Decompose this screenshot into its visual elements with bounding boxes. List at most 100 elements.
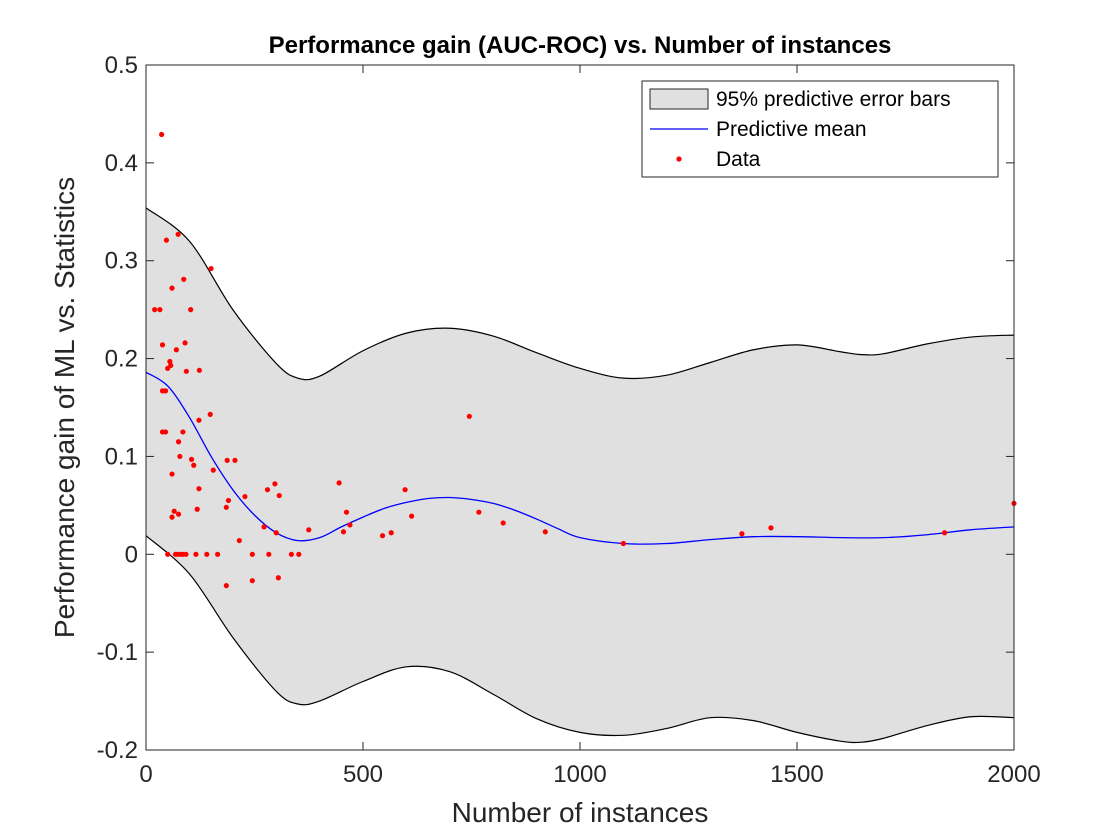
data-point [264, 487, 271, 493]
data-point [183, 368, 189, 374]
data-point [409, 513, 415, 519]
data-point [169, 471, 175, 477]
data-point [162, 388, 169, 394]
data-point [343, 509, 350, 515]
data-point [163, 237, 169, 243]
data-point [296, 551, 302, 557]
legend-label: Data [716, 148, 761, 171]
data-point [941, 530, 948, 536]
error-band-upper-edge [145, 207, 1015, 381]
x-tick-label: 1500 [770, 761, 823, 788]
data-point [159, 131, 165, 138]
legend-item: Data [676, 148, 761, 171]
legend-swatch-band [649, 88, 709, 110]
data-point [739, 531, 745, 537]
data-point [169, 285, 175, 291]
data-point [249, 578, 255, 584]
data-point [181, 276, 187, 282]
data-point [340, 529, 347, 535]
data-point [196, 367, 202, 373]
data-point [162, 429, 169, 435]
data-point [215, 551, 221, 557]
y-axis-label: Performance gain of ML vs. Statistics [49, 177, 80, 638]
data-point [194, 506, 200, 512]
y-tick-label: 0 [125, 541, 138, 568]
data-point [242, 493, 248, 500]
data-point [275, 575, 281, 581]
data-point [261, 524, 267, 530]
legend-label: 95% predictive error bars [716, 88, 951, 111]
data-point [208, 265, 214, 272]
data-point [272, 481, 278, 487]
data-point [542, 529, 548, 535]
legend-label: Predictive mean [716, 118, 867, 141]
data-point [175, 511, 182, 517]
y-tick-label: -0.2 [97, 737, 138, 764]
data-point [175, 231, 181, 237]
data-point [347, 522, 353, 528]
data-point [402, 487, 408, 493]
error-band-lower-edge [145, 535, 1015, 744]
data-point [476, 509, 482, 515]
data-point [266, 551, 272, 557]
y-tick-label: 0.2 [105, 346, 138, 373]
y-tick-label: 0.1 [105, 443, 138, 470]
data-point [336, 480, 342, 486]
data-point [196, 486, 202, 492]
data-point [224, 457, 230, 463]
x-tick-label: 500 [343, 761, 383, 788]
data-point [175, 439, 182, 445]
data-point [236, 537, 242, 544]
data-point [159, 342, 166, 348]
data-point [223, 583, 229, 589]
data-point [167, 358, 173, 365]
data-point [191, 462, 197, 468]
x-tick-label: 0 [139, 761, 152, 788]
data-point [165, 551, 171, 557]
ticks: 0 500 1000 1500 2000 -0.2 -0.1 0 0.1 0.2 0.3 0.4 0.5 [97, 52, 1041, 788]
x-tick-label: 1000 [553, 761, 606, 788]
data-point [152, 307, 158, 313]
data-point [177, 453, 183, 460]
data-point [223, 504, 229, 510]
data-point [388, 530, 394, 536]
data-point [207, 411, 213, 417]
x-axis-label: Number of instances [452, 797, 709, 828]
data-point [204, 551, 210, 557]
legend-item: Predictive mean [650, 118, 867, 141]
data-point [196, 417, 202, 423]
error-band [146, 207, 1014, 743]
y-tick-label: 0.5 [105, 52, 138, 79]
data-point [193, 551, 199, 557]
data-point [466, 413, 472, 419]
predictive-mean-line [145, 371, 1015, 545]
data-point [165, 365, 171, 371]
data-point [180, 429, 186, 435]
data-point [276, 492, 282, 499]
y-tick-label: 0.4 [105, 150, 138, 177]
data-point [183, 551, 189, 557]
data-point [188, 307, 194, 313]
chart-title: Performance gain (AUC-ROC) vs. Number of… [269, 32, 892, 59]
legend-swatch-marker [676, 156, 682, 162]
data-point [157, 307, 163, 313]
data-point [171, 508, 177, 514]
y-tick-label: 0.3 [105, 248, 138, 275]
data-point [273, 530, 279, 536]
data-point [620, 540, 627, 547]
y-tick-label: -0.1 [97, 639, 138, 666]
data-point [169, 514, 175, 520]
data-point [182, 340, 188, 346]
x-tick-label: 2000 [987, 761, 1040, 788]
data-points [152, 131, 1017, 589]
data-point [232, 457, 238, 463]
data-point [500, 520, 506, 526]
data-point [225, 497, 232, 504]
data-point [210, 467, 216, 473]
legend: 95% predictive error bars Predictive mean… [641, 80, 999, 178]
data-point [306, 527, 312, 533]
data-point [768, 525, 774, 531]
plot-area [145, 131, 1017, 744]
